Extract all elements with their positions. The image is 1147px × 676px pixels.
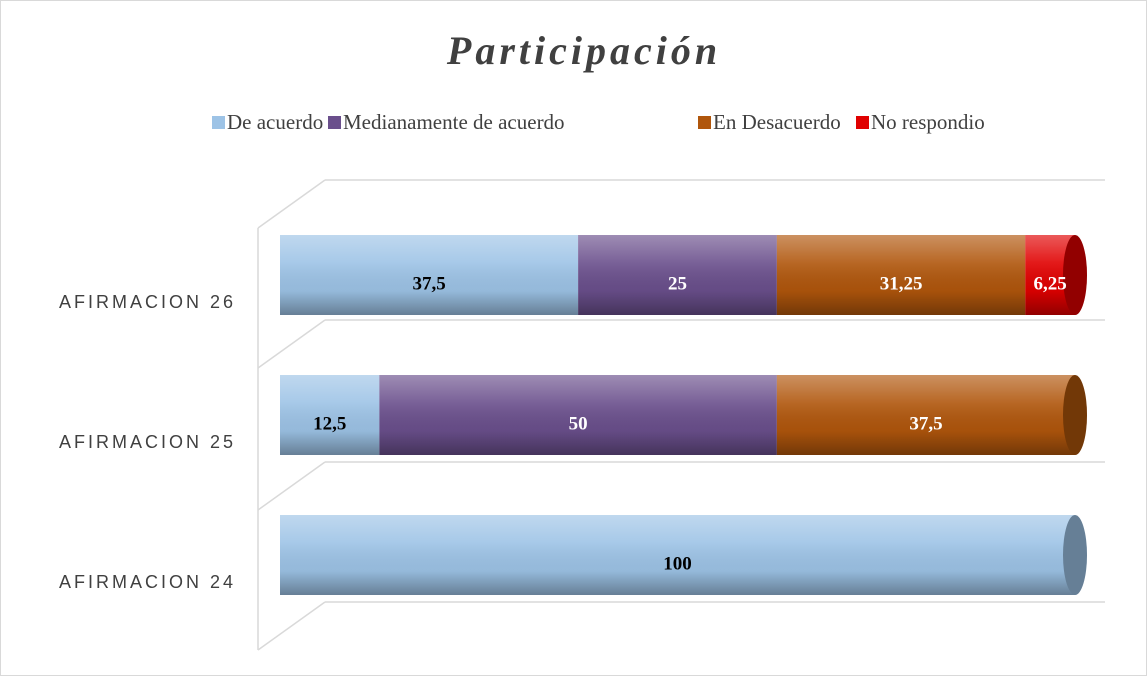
y-tick-label: AFIRMACION 26: [59, 292, 236, 312]
bar-shade: [280, 515, 1075, 595]
legend-label: No respondio: [871, 110, 985, 134]
data-label: 37,5: [412, 273, 445, 294]
bar-shade: [280, 235, 579, 315]
y-tick-label: AFIRMACION 25: [59, 432, 236, 452]
y-tick-label: AFIRMACION 24: [59, 572, 236, 592]
legend-swatch: [212, 116, 225, 129]
legend-swatch: [856, 116, 869, 129]
data-label: 6,25: [1034, 273, 1067, 294]
legend-label: Medianamente de acuerdo: [343, 110, 565, 134]
bar-shade: [280, 375, 380, 455]
data-label: 37,5: [909, 413, 942, 434]
bar-cap-shade: [1063, 515, 1087, 595]
chart-title: Participación: [446, 28, 721, 73]
legend-swatch: [698, 116, 711, 129]
bar-shade: [776, 375, 1075, 455]
data-label: 12,5: [313, 413, 346, 434]
data-label: 50: [569, 413, 588, 434]
legend-label: De acuerdo: [227, 110, 323, 134]
bar-shade: [379, 375, 777, 455]
walls: [257, 179, 1105, 651]
bar-cap: [1063, 515, 1087, 595]
legend-swatch: [328, 116, 341, 129]
data-label: 100: [663, 553, 692, 574]
bar-cap-shade: [1063, 375, 1087, 455]
bar-cap: [1063, 235, 1087, 315]
bar-cap: [1063, 375, 1087, 455]
data-label: 31,25: [880, 273, 923, 294]
legend-label: En Desacuerdo: [713, 110, 841, 134]
bar-shade: [776, 235, 1026, 315]
data-label: 25: [668, 273, 687, 294]
bar-cap-shade: [1063, 235, 1087, 315]
bar-shade: [578, 235, 777, 315]
